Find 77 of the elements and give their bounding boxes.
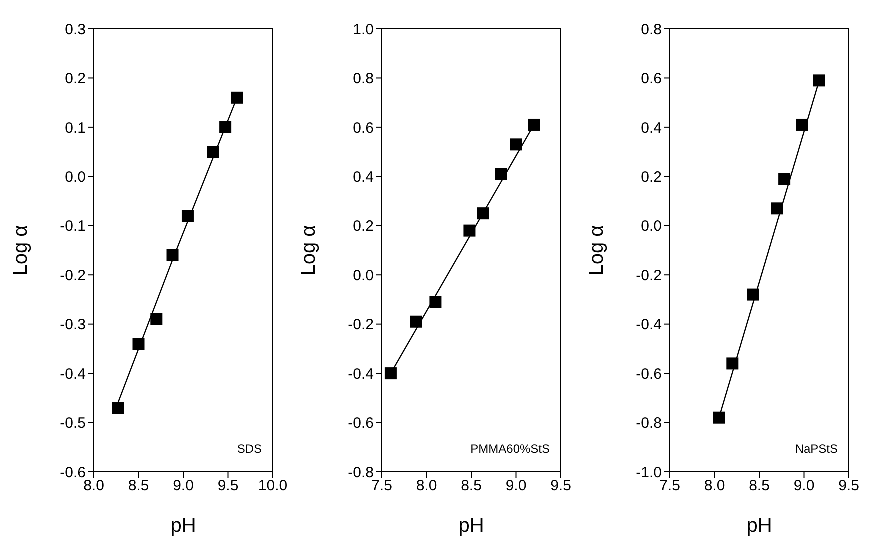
y-tick-label: 0.8 <box>353 70 374 88</box>
y-tick-label: -0.2 <box>60 267 86 284</box>
x-tick-label: 8.5 <box>128 478 150 495</box>
point <box>384 368 397 380</box>
y-tick-label: -0.4 <box>60 366 86 383</box>
y-tick-label: -0.5 <box>60 415 86 432</box>
y-tick-label: 0.8 <box>641 21 662 38</box>
y-tick-label: -1.0 <box>636 464 662 482</box>
y-tick-label: -0.4 <box>636 316 662 334</box>
point <box>166 249 179 262</box>
y-axis-title: Log α <box>10 225 32 276</box>
point <box>207 146 220 158</box>
x-tick-label: 8.0 <box>416 478 438 495</box>
x-tick-label: 8.5 <box>461 478 482 495</box>
point <box>771 202 784 215</box>
x-tick-label: 9.5 <box>218 478 239 495</box>
point <box>726 358 739 370</box>
x-tick-label: 8.0 <box>84 478 104 495</box>
point <box>813 74 826 87</box>
y-tick-label: 0.0 <box>65 168 86 186</box>
x-axis-title: pH <box>746 515 772 537</box>
y-tick-label: -0.2 <box>348 316 374 334</box>
point <box>747 288 760 301</box>
y-tick-label: 0.2 <box>65 70 86 88</box>
y-tick-label: 0.2 <box>641 168 662 186</box>
y-tick-label: 0.4 <box>353 168 374 186</box>
point <box>220 121 232 134</box>
point <box>713 412 726 424</box>
x-tick-label: 9.5 <box>838 478 860 495</box>
point <box>464 224 476 237</box>
y-tick-label: -0.8 <box>348 464 374 482</box>
x-tick-label: 8.0 <box>704 478 726 495</box>
annotation: PMMA60%StS <box>470 442 550 456</box>
y-tick-label: 0.0 <box>641 218 662 236</box>
annotation: NaPStS <box>795 442 838 456</box>
y-tick-label: 0.4 <box>641 120 662 137</box>
point <box>528 118 540 131</box>
x-tick-label: 8.5 <box>749 478 770 495</box>
y-axis-title: Log α <box>586 225 608 276</box>
x-tick-label: 9.0 <box>794 478 815 495</box>
x-tick-label: 9.5 <box>550 478 572 495</box>
point <box>510 138 522 151</box>
y-tick-label: 0.6 <box>641 70 662 88</box>
x-axis-title: pH <box>458 515 484 537</box>
y-tick-label: 0.6 <box>353 120 374 137</box>
x-tick-label: 7.5 <box>372 478 392 495</box>
y-tick-label: 0.1 <box>65 120 86 137</box>
y-tick-label: -0.6 <box>60 464 86 482</box>
y-tick-label: -0.4 <box>348 366 374 383</box>
y-tick-label: -0.6 <box>636 366 662 383</box>
point <box>182 210 194 222</box>
x-tick-label: 9.0 <box>173 478 194 495</box>
x-tick-label: 9.0 <box>506 478 527 495</box>
y-tick-label: -0.1 <box>60 218 86 236</box>
point <box>477 208 490 220</box>
point <box>112 402 124 414</box>
point <box>796 118 808 131</box>
y-tick-label: 0.0 <box>353 267 374 284</box>
y-tick-label: 0.2 <box>353 218 374 236</box>
x-axis-title: pH <box>170 515 196 537</box>
y-tick-label: -0.3 <box>60 316 86 334</box>
x-tick-label: 10.0 <box>258 478 288 495</box>
y-axis-title: Log α <box>298 225 320 276</box>
annotation: SDS <box>237 442 262 456</box>
y-tick-label: -0.2 <box>636 267 662 284</box>
point <box>231 92 244 104</box>
x-tick-label: 7.5 <box>660 478 680 495</box>
point <box>410 316 422 328</box>
y-tick-label: -0.8 <box>636 415 662 432</box>
point <box>430 296 442 308</box>
point <box>132 338 145 350</box>
y-tick-label: 1.0 <box>353 21 374 38</box>
point <box>150 313 163 326</box>
y-tick-label: 0.3 <box>65 21 86 38</box>
y-tick-label: -0.6 <box>348 415 374 432</box>
point <box>778 173 791 186</box>
point <box>495 168 508 180</box>
